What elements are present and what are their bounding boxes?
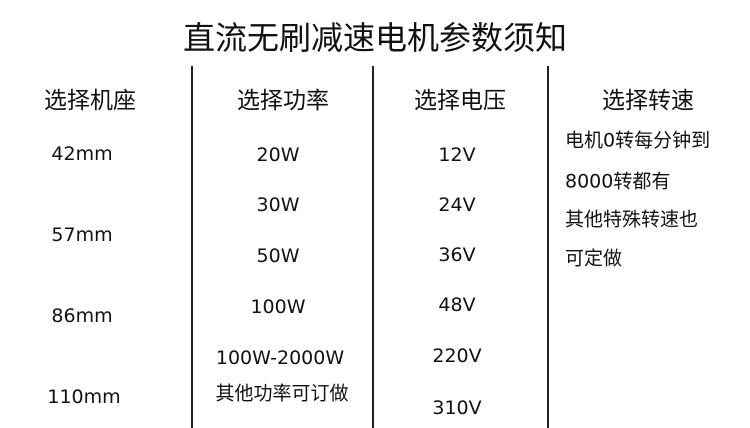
header-frame-size: 选择机座 [44, 88, 136, 114]
voltage-item: 48V [438, 294, 476, 316]
voltage-item: 36V [438, 244, 476, 266]
column-divider [191, 66, 193, 428]
power-item: 100W-2000W [215, 347, 345, 369]
header-voltage: 选择电压 [414, 88, 506, 114]
speed-note-line: 其他特殊转速也 [565, 208, 699, 231]
frame-size-item: 86mm [51, 305, 113, 327]
power-item: 30W [256, 194, 300, 216]
voltage-item: 220V [432, 345, 482, 367]
voltage-item: 310V [432, 397, 482, 419]
column-divider [547, 66, 549, 428]
frame-size-item: 110mm [47, 386, 121, 408]
column-divider [372, 66, 374, 428]
header-power: 选择功率 [237, 88, 329, 114]
frame-size-item: 42mm [51, 143, 113, 165]
speed-note-line: 可定做 [565, 247, 623, 270]
speed-note-line: 8000转都有 [565, 170, 671, 193]
power-item: 其他功率可订做 [215, 382, 349, 405]
speed-note-line: 电机0转每分钟到 [565, 129, 711, 152]
page-title: 直流无刷减速电机参数须知 [182, 19, 568, 57]
power-item: 100W [250, 296, 306, 318]
voltage-item: 24V [438, 194, 476, 216]
frame-size-item: 57mm [51, 224, 113, 246]
header-speed: 选择转速 [602, 88, 694, 114]
voltage-item: 12V [438, 144, 476, 166]
power-item: 50W [256, 245, 300, 267]
power-item: 20W [256, 144, 300, 166]
